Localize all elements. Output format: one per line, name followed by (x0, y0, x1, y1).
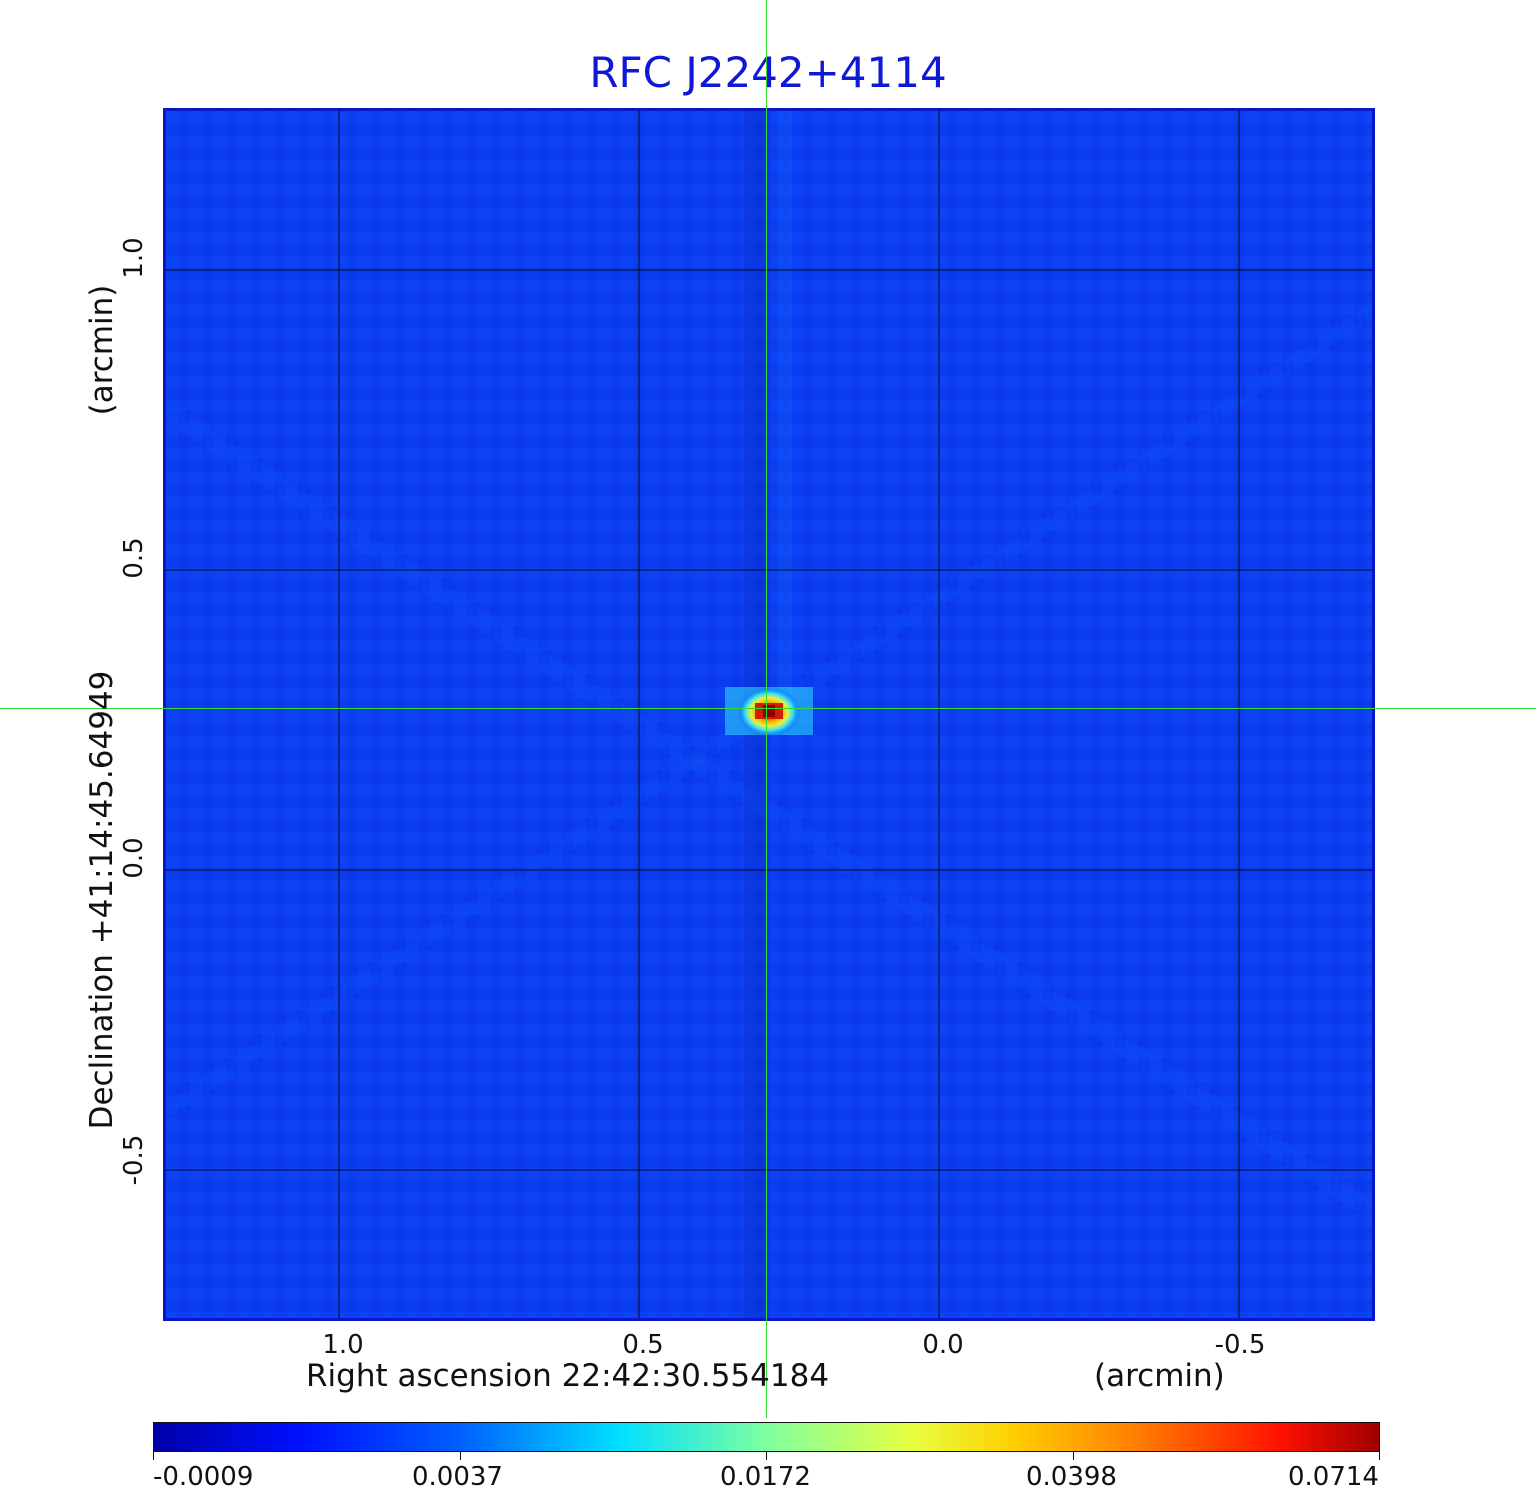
colorbar-tick (460, 1452, 461, 1460)
y-tick-label: 0.0 (119, 837, 149, 879)
x-tick-label: 1.0 (322, 1330, 364, 1360)
colorbar (153, 1422, 1380, 1452)
colorbar-label: -0.0009 (153, 1462, 254, 1492)
colorbar-tick (1379, 1452, 1380, 1460)
y-tick-label: -0.5 (119, 1134, 149, 1186)
sidelobe-diagonal (166, 403, 1372, 1219)
x-tick-label: 0.5 (622, 1330, 664, 1360)
x-tick-label: -0.5 (1214, 1330, 1266, 1360)
y-tick-label: 0.5 (119, 537, 149, 579)
colorbar-label: 0.0037 (412, 1462, 503, 1492)
sidelobe-vertical-light (778, 111, 792, 711)
y-tick-label: 1.0 (119, 237, 149, 279)
coordinate-grid (166, 111, 1372, 1318)
colorbar-label: 0.0714 (1288, 1462, 1379, 1492)
colorbar-tick (766, 1452, 767, 1460)
x-tick-label: 0.0 (922, 1330, 964, 1360)
image-title: RFC J2242+4114 (589, 48, 947, 97)
colorbar-label: 0.0172 (720, 1462, 811, 1492)
radio-source-image (166, 111, 1372, 1318)
y-axis-label: Declination +41:14:45.64949 (84, 670, 120, 1130)
x-axis-label: Right ascension 22:42:30.554184 (306, 1358, 830, 1394)
crosshair-vertical (766, 0, 767, 1418)
colorbar-tick (1073, 1452, 1074, 1460)
x-axis-unit: (arcmin) (1094, 1358, 1225, 1394)
crosshair-horizontal (0, 708, 1536, 709)
colorbar-label: 0.0398 (1026, 1462, 1117, 1492)
y-axis-unit: (arcmin) (84, 284, 120, 416)
compact-source (725, 687, 813, 737)
colorbar-tick (153, 1452, 154, 1460)
radio-map-panel[interactable] (163, 108, 1375, 1321)
